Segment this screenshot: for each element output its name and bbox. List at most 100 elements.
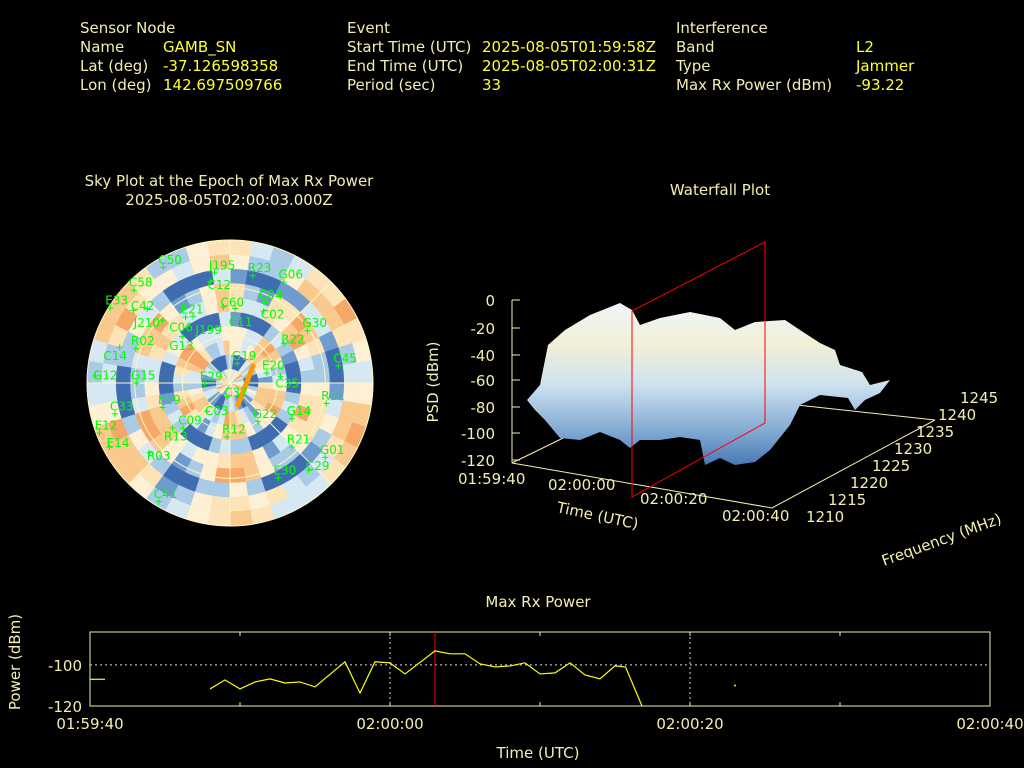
frequency-tick-label: 1230 [894,440,932,458]
satellite-label: G15 [131,368,156,382]
skyplot-subtitle: 2025-08-05T02:00:03.000Z [125,191,333,209]
satellite-marker [155,498,162,505]
sky-cell [229,509,253,527]
satellite-marker [288,415,295,422]
y-tick-label: -100 [48,657,82,675]
satellite-marker [323,400,330,407]
satellite-marker [280,278,287,285]
jammer-direction-mark [235,363,256,408]
satellite-marker [116,344,123,351]
satellite-marker [249,272,256,279]
satellite-marker [201,380,208,387]
y-tick-label: -120 [48,698,82,716]
sky-cell [207,509,231,527]
lat-label: Lat (deg) [80,57,149,75]
satellite-marker [133,380,140,386]
frequency-tick-label: 1225 [872,457,910,475]
satellite-label: E30 [273,463,296,477]
x-tick-label: 02:00:40 [956,715,1023,733]
satellite-marker [130,307,137,314]
satellite-label: G12 [93,368,118,382]
z-tick-label: -20 [471,320,496,338]
satellite-label: C60 [221,296,245,310]
satellite-marker [182,314,189,321]
sky-cell [211,481,231,498]
z-tick-label: -120 [461,452,495,470]
band-value: L2 [856,38,874,56]
end-label: End Time (UTC) [347,57,464,75]
skyplot-title: Sky Plot at the Epoch of Max Rx Power [84,172,374,190]
satellite-marker [304,327,311,334]
satellite-label: R11 [321,389,345,403]
satellite-label: C45 [333,351,357,365]
satellite-label: C09 [178,414,202,428]
type-label: Type [676,57,711,75]
satellite-label: G22 [253,407,278,421]
satellite-label: C11 [229,315,253,329]
sensor-node-title: Sensor Node [80,19,176,37]
satellite-marker [335,362,342,369]
x-tick-label: 02:00:00 [356,715,423,733]
satellite-label: C35 [275,376,299,390]
satellite-label: R12 [222,422,246,436]
satellite-marker [255,418,262,425]
satellite-label: C06 [169,320,193,334]
satellite-marker [106,444,113,451]
sky-cell [129,382,146,400]
satellite-marker [260,307,267,314]
sky-cell [314,366,331,384]
frequency-tick-label: 1220 [850,474,888,492]
satellite-label: R03 [147,449,171,463]
sky-cell [115,364,132,384]
satellite-label: E14 [107,436,130,450]
satellite-label: C29 [306,459,330,473]
lon-label: Lon (deg) [80,76,152,94]
satellite-label: G14 [287,404,312,418]
satellite-marker [207,278,214,285]
power-label: Max Rx Power (dBm) [676,76,833,94]
sky-cell [229,239,253,257]
x-axis-label: Time (UTC) [496,744,580,762]
sky-cell [213,467,231,484]
frequency-tick-label: 1245 [960,389,998,407]
time-tick-label: 02:00:20 [640,490,707,508]
start-value: 2025-08-05T01:59:58Z [482,38,656,56]
satellite-marker [288,444,295,451]
frequency-axis-label: Frequency (MHz) [879,510,1004,570]
satellite-label: E19 [158,393,181,407]
satellite-marker [178,333,185,340]
name-label: Name [80,38,125,56]
satellite-marker [144,305,151,312]
satellite-label: R22 [281,332,305,346]
satellite-label: E20 [262,359,285,373]
satellite-marker [224,433,231,440]
satellite-marker [211,269,218,276]
satellite-label: J210 [133,316,160,330]
satellite-label: C50 [158,253,182,267]
z-tick-label: -40 [471,347,496,365]
satellite-marker [159,404,166,411]
frequency-tick-label: 1210 [806,508,844,526]
sky-cell [229,439,242,455]
maxpower-title: Max Rx Power [485,593,591,611]
period-label: Period (sec) [347,76,436,94]
data-point [734,684,736,687]
frequency-tick-label: 1215 [828,491,866,509]
satellite-marker [96,430,103,437]
satellite-label: R21 [287,432,311,446]
waterfall-back-axis [796,404,936,421]
sky-cell [86,382,104,406]
satellite-marker [224,393,231,400]
frequency-tick-label: 1240 [938,406,976,424]
satellite-marker [322,454,329,461]
sky-cell [356,360,374,384]
x-tick-label: 01:59:40 [56,715,123,733]
satellite-marker [107,305,114,312]
time-axis-label: Time (UTC) [554,498,640,533]
satellite-label: G30 [302,316,327,330]
z-tick-label: -100 [461,425,495,443]
satellite-label: C04 [259,288,283,302]
